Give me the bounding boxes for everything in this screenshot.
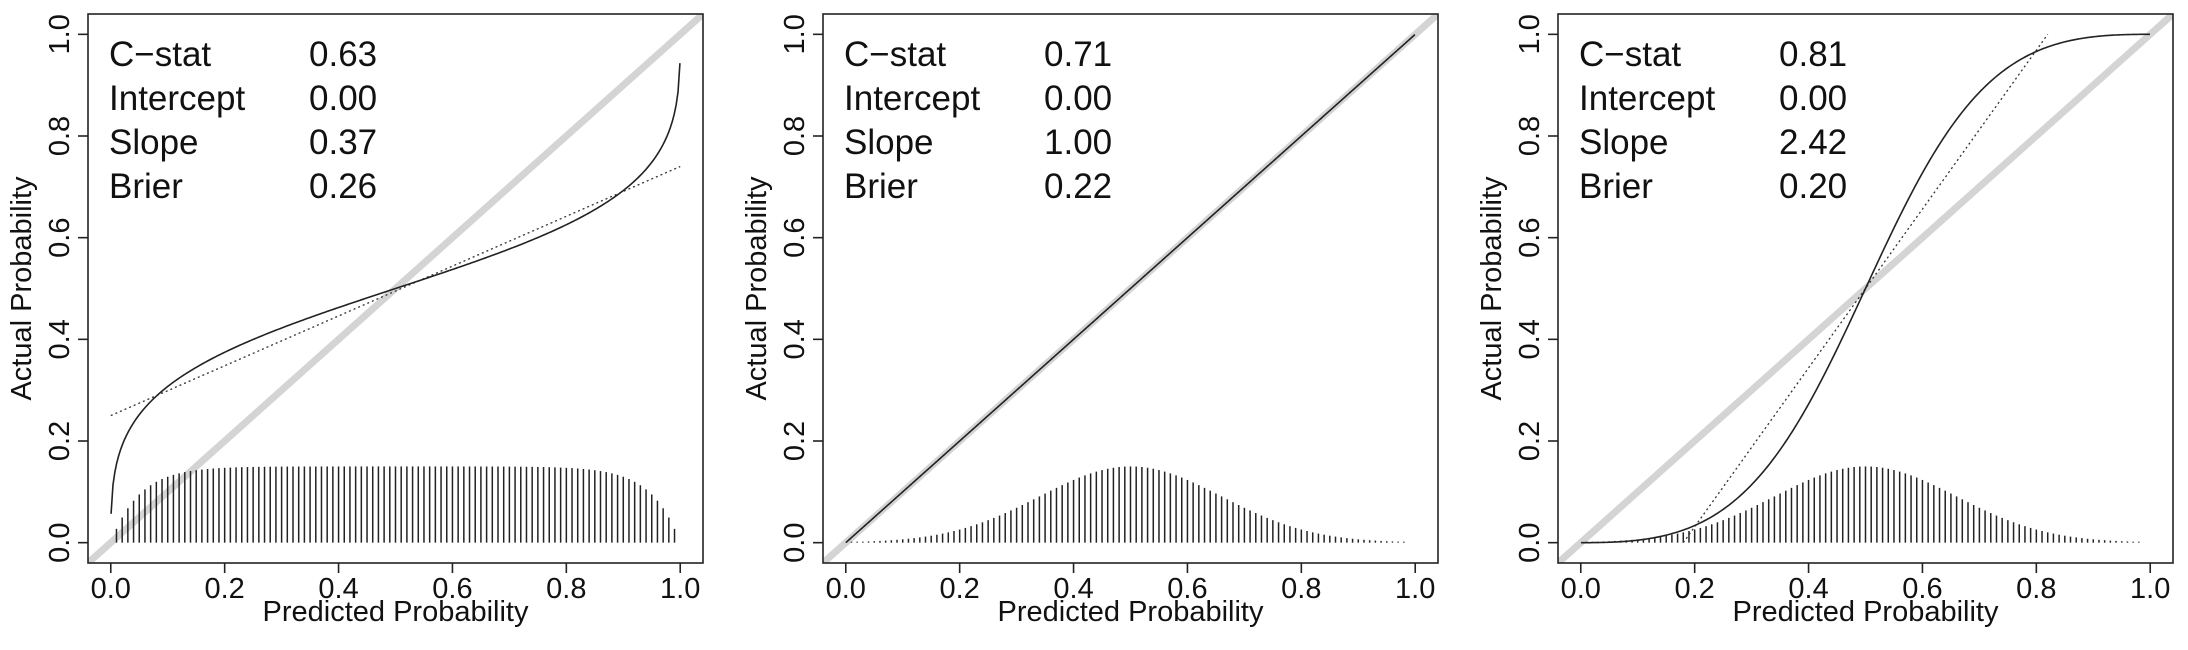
- plot-frame: [822, 13, 1439, 564]
- y-tick-label: 0.2: [44, 421, 76, 461]
- plot-area: [88, 14, 703, 563]
- x-axis-title: Predicted Probability: [1733, 596, 1999, 628]
- stat-label: Intercept: [844, 79, 980, 118]
- plot-frame: [87, 13, 704, 564]
- stat-value: 0.63: [309, 35, 377, 74]
- stat-label: Slope: [1579, 123, 1669, 162]
- y-tick-label: 0.0: [1514, 523, 1546, 563]
- y-axis-title: Actual Probability: [6, 176, 38, 401]
- stat-label: Slope: [109, 123, 199, 162]
- y-tick-label: 0.4: [779, 319, 811, 359]
- plot-frame: [1557, 13, 2174, 564]
- x-tick-label: 0.4: [318, 573, 358, 605]
- x-tick-label: 0.4: [1788, 573, 1828, 605]
- y-tick-label: 0.2: [1514, 421, 1546, 461]
- linear-fit-dotted-line: [1682, 33, 2049, 544]
- x-tick-label: 0.2: [940, 573, 980, 605]
- stat-value: 0.00: [1044, 79, 1112, 118]
- stat-value: 2.42: [1779, 123, 1847, 162]
- x-tick-label: 0.2: [205, 573, 245, 605]
- x-tick-label: 1.0: [660, 573, 700, 605]
- y-tick-label: 0.4: [1514, 319, 1546, 359]
- y-tick-label: 0.6: [779, 218, 811, 258]
- stat-label: C−stat: [844, 35, 946, 74]
- calibration-panel-3: 0.0 0.2 0.4 0.6 0.8 1.0 0.0 0.2 0.4 0.6 0.8 1.0 Pred…: [1476, 13, 2174, 628]
- stat-label: C−stat: [1579, 35, 1681, 74]
- y-tick-label: 0.8: [44, 116, 76, 156]
- stat-label: Brier: [109, 167, 183, 206]
- x-tick-label: 0.4: [1053, 573, 1093, 605]
- stat-label: Brier: [1579, 167, 1653, 206]
- stat-label: Slope: [844, 123, 934, 162]
- x-tick-label: 0.8: [2016, 573, 2056, 605]
- y-tick-label: 0.2: [779, 421, 811, 461]
- x-tick-label: 0.8: [1281, 573, 1321, 605]
- stat-value: 0.81: [1779, 35, 1847, 74]
- y-axis-title: Actual Probability: [1476, 176, 1508, 401]
- calibration-curve: [845, 33, 1416, 544]
- x-tick-label: 1.0: [1395, 573, 1435, 605]
- stat-label: Intercept: [1579, 79, 1715, 118]
- x-tick-label: 0.6: [432, 573, 472, 605]
- plot-area: [823, 14, 1438, 563]
- stat-value: 0.22: [1044, 167, 1112, 206]
- x-axis-title: Predicted Probability: [263, 596, 529, 628]
- y-tick-label: 0.8: [1514, 116, 1546, 156]
- x-axis-title: Predicted Probability: [998, 596, 1264, 628]
- x-tick-label: 0.0: [91, 573, 131, 605]
- x-tick-label: 0.0: [1561, 573, 1601, 605]
- y-tick-label: 0.6: [44, 218, 76, 258]
- y-tick-label: 0.6: [1514, 218, 1546, 258]
- y-axis-title: Actual Probability: [741, 176, 773, 401]
- stat-label: C−stat: [109, 35, 211, 74]
- x-tick-label: 0.2: [1675, 573, 1715, 605]
- linear-fit-dotted-line: [110, 165, 681, 417]
- stat-value: 1.00: [1044, 123, 1112, 162]
- stat-label: Brier: [844, 167, 918, 206]
- y-tick-label: 1.0: [1514, 14, 1546, 54]
- calibration-panel-2: 0.0 0.2 0.4 0.6 0.8 1.0 0.0 0.2 0.4 0.6 0.8 1.0 Pred…: [741, 13, 1439, 628]
- y-tick-label: 0.0: [779, 523, 811, 563]
- stat-value: 0.26: [309, 167, 377, 206]
- calibration-curve: [1581, 33, 2150, 544]
- x-tick-label: 0.8: [546, 573, 586, 605]
- x-tick-label: 1.0: [2130, 573, 2170, 605]
- y-tick-label: 0.4: [44, 319, 76, 359]
- x-tick-label: 0.6: [1902, 573, 1942, 605]
- calibration-panel-1: 0.0 0.2 0.4 0.6 0.8 1.0 0.0 0.2 0.4 0.6 0.8 1.0 Pred…: [6, 13, 704, 628]
- stat-value: 0.20: [1779, 167, 1847, 206]
- stat-label: Intercept: [109, 79, 245, 118]
- plot-area: [1558, 14, 2173, 563]
- stat-value: 0.00: [1779, 79, 1847, 118]
- calibration-curve: [110, 63, 681, 514]
- y-tick-label: 1.0: [44, 14, 76, 54]
- y-tick-label: 0.0: [44, 523, 76, 563]
- x-tick-label: 0.0: [826, 573, 866, 605]
- x-tick-label: 0.6: [1167, 573, 1207, 605]
- y-tick-label: 1.0: [779, 14, 811, 54]
- stat-value: 0.37: [309, 123, 377, 162]
- stat-value: 0.00: [309, 79, 377, 118]
- stat-value: 0.71: [1044, 35, 1112, 74]
- y-tick-label: 0.8: [779, 116, 811, 156]
